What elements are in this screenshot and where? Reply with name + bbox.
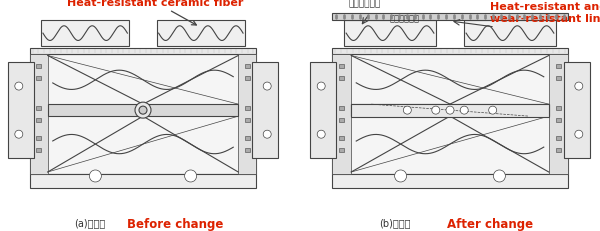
Text: 耐温耐磨衬里: 耐温耐磨衬里	[390, 14, 420, 23]
Bar	[332, 49, 568, 54]
Bar	[245, 64, 250, 68]
Bar	[41, 21, 130, 47]
Bar	[29, 54, 48, 174]
Bar	[549, 54, 568, 174]
Text: After change: After change	[447, 217, 533, 230]
Bar	[245, 148, 250, 152]
Circle shape	[263, 131, 271, 139]
Bar	[563, 63, 590, 158]
Bar	[8, 63, 34, 158]
Bar	[253, 63, 278, 158]
Bar	[340, 106, 344, 110]
Circle shape	[317, 131, 325, 139]
Circle shape	[460, 107, 468, 115]
Bar	[245, 136, 250, 140]
Circle shape	[15, 131, 23, 139]
Bar	[36, 148, 41, 152]
Bar	[332, 14, 568, 21]
Circle shape	[263, 83, 271, 91]
Bar	[556, 148, 560, 152]
Bar	[351, 105, 549, 117]
Circle shape	[89, 170, 101, 182]
Bar	[157, 21, 245, 47]
Bar	[36, 76, 41, 80]
Text: (a)改造前: (a)改造前	[74, 217, 106, 227]
Bar	[340, 148, 344, 152]
Bar	[29, 174, 256, 188]
Bar	[29, 54, 256, 174]
Bar	[36, 118, 41, 122]
Bar	[245, 106, 250, 110]
Text: Before change: Before change	[127, 217, 223, 230]
Bar	[556, 136, 560, 140]
Bar	[238, 54, 256, 174]
Bar	[332, 174, 568, 188]
Circle shape	[135, 103, 151, 119]
Text: 耐温陶瓷纤维: 耐温陶瓷纤维	[348, 0, 380, 8]
Circle shape	[432, 107, 440, 115]
Circle shape	[139, 107, 147, 115]
Bar	[344, 21, 436, 47]
Bar	[36, 136, 41, 140]
Bar	[36, 106, 41, 110]
Circle shape	[395, 170, 407, 182]
Bar	[310, 63, 337, 158]
Bar	[245, 76, 250, 80]
Bar	[340, 64, 344, 68]
Text: Heat-resistant and
wear-resistant lining: Heat-resistant and wear-resistant lining	[490, 2, 600, 24]
Bar	[464, 21, 556, 47]
Bar	[340, 118, 344, 122]
Circle shape	[15, 83, 23, 91]
Bar	[245, 118, 250, 122]
Bar	[48, 105, 238, 117]
Bar	[556, 106, 560, 110]
Bar	[340, 76, 344, 80]
Bar	[332, 54, 351, 174]
Bar	[29, 49, 256, 54]
Bar	[340, 136, 344, 140]
Circle shape	[493, 170, 505, 182]
Circle shape	[575, 131, 583, 139]
Circle shape	[488, 107, 497, 115]
Circle shape	[317, 83, 325, 91]
Bar	[556, 64, 560, 68]
Bar	[556, 118, 560, 122]
Circle shape	[403, 107, 412, 115]
Bar	[36, 64, 41, 68]
Text: Heat-resistant ceramic fiber: Heat-resistant ceramic fiber	[67, 0, 243, 26]
Text: (b)改造后: (b)改造后	[379, 217, 411, 227]
Bar	[332, 54, 568, 174]
Circle shape	[446, 107, 454, 115]
Circle shape	[185, 170, 197, 182]
Bar	[556, 76, 560, 80]
Bar	[351, 104, 549, 117]
Circle shape	[575, 83, 583, 91]
